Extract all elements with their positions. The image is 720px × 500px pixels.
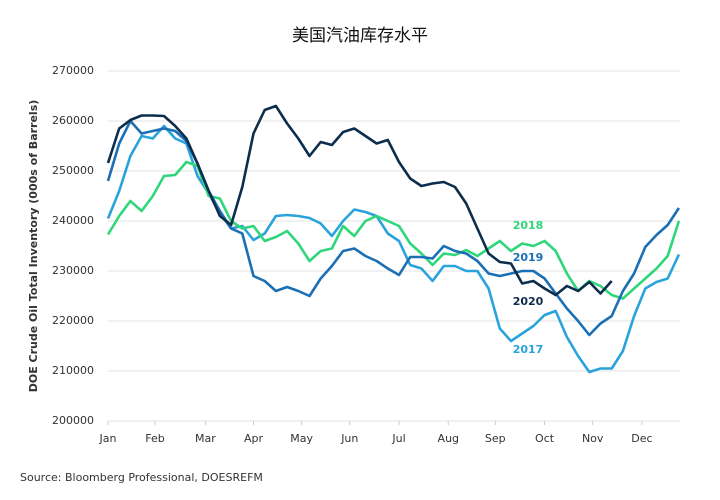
x-tick-label: Nov — [582, 432, 604, 445]
y-tick-label: 250000 — [52, 164, 94, 177]
x-tick-label: Feb — [145, 432, 164, 445]
x-tick-label: Sep — [485, 432, 506, 445]
y-tick-label: 210000 — [52, 364, 94, 377]
x-tick-label: Mar — [195, 432, 216, 445]
y-axis-label: DOE Crude Oil Total Inventory (000s of B… — [27, 100, 40, 393]
y-tick-label: 220000 — [52, 314, 94, 327]
x-tick-label: May — [290, 432, 313, 445]
x-tick-label: Jan — [99, 432, 117, 445]
y-tick-label: 200000 — [52, 414, 94, 427]
y-tick-label: 270000 — [52, 64, 94, 77]
y-tick-label: 230000 — [52, 264, 94, 277]
y-tick-label: 240000 — [52, 214, 94, 227]
series-label: 2017 — [513, 343, 544, 356]
series-label: 2019 — [513, 251, 544, 264]
y-tick-label: 260000 — [52, 114, 94, 127]
source-note: Source: Bloomberg Professional, DOESREFM — [20, 471, 263, 484]
series-line — [106, 104, 613, 297]
x-tick-label: Dec — [631, 432, 652, 445]
x-tick-label: Apr — [244, 432, 264, 445]
x-tick-label: Jun — [340, 432, 358, 445]
chart-title: 美国汽油库存水平 — [292, 26, 428, 46]
series-label: 2020 — [513, 295, 544, 308]
series-line — [106, 160, 681, 300]
x-tick-label: Jul — [391, 432, 405, 445]
x-tick-label: Oct — [535, 432, 555, 445]
series-line — [106, 124, 681, 374]
x-tick-label: Aug — [438, 432, 459, 445]
series-label: 2018 — [513, 219, 544, 232]
